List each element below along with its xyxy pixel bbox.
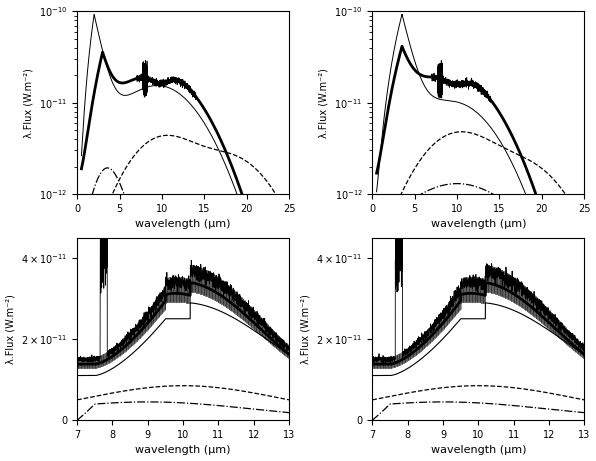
Y-axis label: λ.Flux (W.m⁻²): λ.Flux (W.m⁻²) [23,68,33,138]
X-axis label: wavelength (μm): wavelength (μm) [430,445,526,455]
X-axis label: wavelength (μm): wavelength (μm) [135,219,231,229]
Y-axis label: λ.Flux (W.m⁻²): λ.Flux (W.m⁻²) [5,294,15,364]
Y-axis label: λ.Flux (W.m⁻²): λ.Flux (W.m⁻²) [301,294,311,364]
X-axis label: wavelength (μm): wavelength (μm) [135,445,231,455]
X-axis label: wavelength (μm): wavelength (μm) [430,219,526,229]
Y-axis label: λ.Flux (W.m⁻²): λ.Flux (W.m⁻²) [319,68,328,138]
